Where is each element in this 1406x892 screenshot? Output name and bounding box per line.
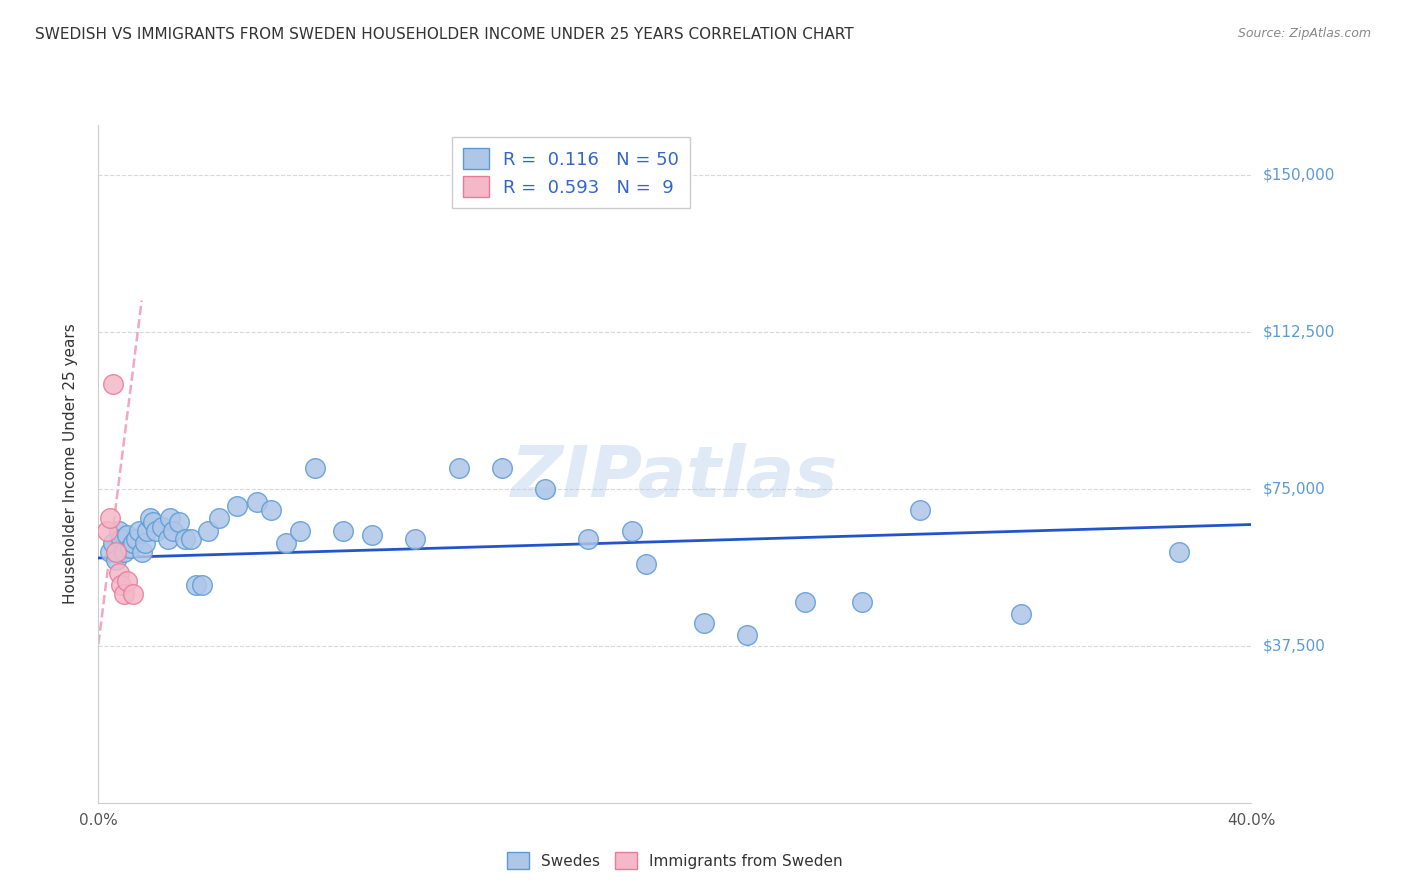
Point — [1010, 607, 1032, 622]
Point — [620, 524, 643, 538]
Legend: R =  0.116   N = 50, R =  0.593   N =  9: R = 0.116 N = 50, R = 0.593 N = 9 — [453, 137, 690, 208]
Legend: Swedes, Immigrants from Sweden: Swedes, Immigrants from Sweden — [501, 846, 849, 875]
Point — [112, 586, 135, 600]
Point — [134, 536, 156, 550]
Text: ZIPatlas: ZIPatlas — [512, 443, 838, 512]
Point — [578, 532, 600, 546]
Point — [304, 461, 326, 475]
Point — [447, 461, 470, 475]
Point — [110, 532, 132, 546]
Point — [735, 628, 758, 642]
Point — [98, 545, 121, 559]
Point — [101, 536, 124, 550]
Point — [128, 524, 150, 538]
Point — [117, 528, 138, 542]
Point — [908, 503, 931, 517]
Point — [104, 553, 127, 567]
Point — [191, 578, 214, 592]
Point — [361, 528, 384, 542]
Point — [145, 524, 167, 538]
Point — [180, 532, 202, 546]
Point — [290, 524, 312, 538]
Point — [534, 482, 557, 496]
Y-axis label: Householder Income Under 25 years: Householder Income Under 25 years — [63, 324, 77, 604]
Text: $150,000: $150,000 — [1263, 168, 1336, 183]
Point — [122, 536, 145, 550]
Point — [405, 532, 427, 546]
Point — [125, 532, 148, 546]
Point — [107, 566, 129, 580]
Text: $75,000: $75,000 — [1263, 482, 1326, 497]
Point — [208, 511, 231, 525]
Point — [122, 586, 145, 600]
Point — [332, 524, 354, 538]
Point — [136, 524, 159, 538]
Point — [174, 532, 197, 546]
Point — [110, 578, 132, 592]
Point — [107, 524, 129, 538]
Point — [120, 541, 142, 555]
Point — [96, 524, 118, 538]
Point — [131, 545, 153, 559]
Point — [98, 511, 121, 525]
Text: $112,500: $112,500 — [1263, 325, 1336, 340]
Point — [139, 511, 162, 525]
Point — [156, 532, 179, 546]
Point — [1168, 545, 1191, 559]
Point — [225, 499, 247, 513]
Point — [101, 377, 124, 392]
Point — [162, 524, 184, 538]
Point — [274, 536, 297, 550]
Point — [693, 615, 716, 630]
Text: SWEDISH VS IMMIGRANTS FROM SWEDEN HOUSEHOLDER INCOME UNDER 25 YEARS CORRELATION : SWEDISH VS IMMIGRANTS FROM SWEDEN HOUSEH… — [35, 27, 853, 42]
Point — [142, 516, 165, 530]
Point — [186, 578, 208, 592]
Point — [246, 494, 269, 508]
Point — [260, 503, 283, 517]
Text: $37,500: $37,500 — [1263, 639, 1326, 653]
Point — [117, 574, 138, 588]
Point — [150, 519, 173, 533]
Point — [491, 461, 513, 475]
Text: Source: ZipAtlas.com: Source: ZipAtlas.com — [1237, 27, 1371, 40]
Point — [167, 516, 190, 530]
Point — [851, 595, 873, 609]
Point — [636, 558, 658, 572]
Point — [104, 545, 127, 559]
Point — [793, 595, 815, 609]
Point — [159, 511, 181, 525]
Point — [112, 545, 135, 559]
Point — [197, 524, 219, 538]
